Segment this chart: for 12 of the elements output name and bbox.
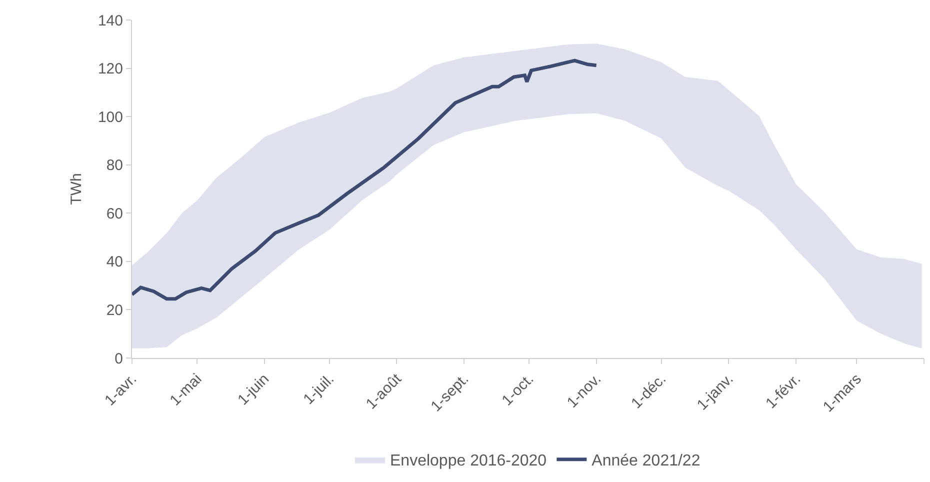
y-tick-label: 80: [106, 157, 123, 174]
y-tick-label: 40: [106, 254, 123, 271]
legend-label: Année 2021/22: [592, 452, 700, 470]
y-axis-title: TWh: [68, 173, 86, 205]
y-tick-label: 100: [98, 108, 123, 126]
legend-label: Enveloppe 2016-2020: [390, 452, 547, 470]
line-series: [132, 58, 598, 301]
y-tick-label: 120: [98, 60, 123, 78]
y-tick-label: 0: [114, 350, 123, 368]
y-tick-label: 60: [106, 205, 123, 222]
y-tick-label: 140: [98, 12, 123, 30]
y-tick-label: 20: [106, 302, 123, 319]
